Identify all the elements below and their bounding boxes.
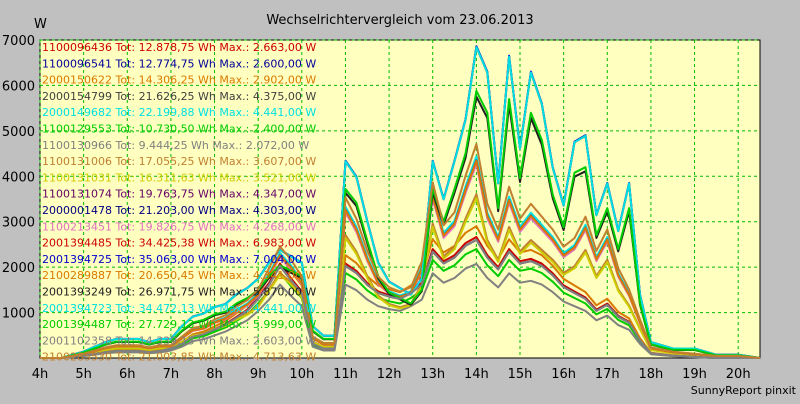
legend-entry-5: 2000149682 Tot: 22.199,88 Wh Max.: 4.441… xyxy=(42,106,316,119)
legend-entry-6: 1100129553 Tot: 10.730,50 Wh Max.: 2.400… xyxy=(42,123,316,136)
series-line-19 xyxy=(40,238,760,359)
y-tick-label: 1000 xyxy=(2,307,35,322)
y-tick-label: 7000 xyxy=(2,34,35,49)
legend: 1100096436 Tot: 12.878,75 Wh Max.: 2.663… xyxy=(42,41,316,364)
legend-entry-3: 2000150622 Tot: 14.306,25 Wh Max.: 2.902… xyxy=(42,74,316,87)
chart-title: Wechselrichtervergleich vom 23.06.2013 xyxy=(266,13,533,28)
y-axis-ticks: 1000 2000 3000 4000 5000 6000 7000 xyxy=(2,34,35,322)
legend-entry-12: 1100213451 Tot: 19.826,75 Wh Max.: 4.268… xyxy=(42,220,316,233)
x-tick-label: 6h xyxy=(119,367,136,382)
x-tick-label: 12h xyxy=(377,367,402,382)
x-tick-label: 13h xyxy=(420,367,445,382)
legend-entry-7: 1100130966 Tot: 9.444,25 Wh Max.: 2.072,… xyxy=(42,139,309,152)
legend-entry-14: 2001394725 Tot: 35.063,00 Wh Max.: 7.004… xyxy=(42,253,316,266)
x-tick-label: 8h xyxy=(206,367,223,382)
legend-entry-2: 1100096541 Tot: 12.774,75 Wh Max.: 2.600… xyxy=(42,57,316,70)
x-axis-ticks: 4h 5h 6h 7h 8h 9h 10h 11h 12h 13h 14h 15h 16h 17h 18h 1… xyxy=(32,367,751,382)
y-tick-label: 2000 xyxy=(2,261,35,276)
x-tick-label: 18h xyxy=(639,367,664,382)
x-tick-label: 10h xyxy=(289,367,314,382)
x-tick-label: 5h xyxy=(75,367,92,382)
legend-entry-8: 1100131006 Tot: 17.055,25 Wh Max.: 3.607… xyxy=(42,155,316,168)
series-line-20 xyxy=(40,142,761,359)
y-tick-label: 4000 xyxy=(2,170,35,185)
y-tick-label: 6000 xyxy=(2,79,35,94)
legend-entry-11: 2000001478 Tot: 21.203,00 Wh Max.: 4.303… xyxy=(42,204,316,217)
legend-entry-16: 2001393249 Tot: 26.971,75 Wh Max.: 5.870… xyxy=(42,286,316,299)
y-tick-label: 5000 xyxy=(2,125,35,140)
series-line-7 xyxy=(40,262,760,359)
legend-entry-18: 2001394487 Tot: 27.729,13 Wh Max.: 5.999… xyxy=(42,318,316,331)
legend-entry-15: 2100289887 Tot: 20.650,45 Wh Max.: 4.341… xyxy=(42,269,316,282)
legend-entry-17: 2001394723 Tot: 34.472,13 Wh Max.: 4.441… xyxy=(42,302,316,315)
y-tick-label: 3000 xyxy=(2,216,35,231)
x-tick-label: 19h xyxy=(682,367,707,382)
series-line-9 xyxy=(40,197,761,359)
legend-entry-4: 2000154799 Tot: 21.626,25 Wh Max.: 4.375… xyxy=(42,90,316,103)
legend-entry-19: 2001102358 Tot: 14.339,13 Wh Max.: 2.603… xyxy=(42,334,316,347)
series-line-17 xyxy=(40,46,761,359)
series-lines xyxy=(40,45,761,359)
x-tick-label: 7h xyxy=(163,367,180,382)
legend-entry-9: 1100131031 Tot: 16.311,63 Wh Max.: 3.521… xyxy=(42,171,316,184)
y-axis-unit: W xyxy=(34,17,47,32)
x-tick-label: 16h xyxy=(551,367,576,382)
footer-credit: SunnyReport pinxit xyxy=(691,384,797,397)
x-tick-label: 9h xyxy=(250,367,267,382)
legend-entry-20: 2100285530 Tot: 21.003,85 Wh Max.: 4.713… xyxy=(42,351,316,364)
legend-entry-10: 1100131074 Tot: 19.763,75 Wh Max.: 4.347… xyxy=(42,188,316,201)
legend-entry-1: 1100096436 Tot: 12.878,75 Wh Max.: 2.663… xyxy=(42,41,316,54)
legend-entry-13: 2001394485 Tot: 34.425,38 Wh Max.: 6.983… xyxy=(42,237,316,250)
series-line-18 xyxy=(40,89,761,359)
x-tick-label: 17h xyxy=(595,367,620,382)
x-tick-label: 11h xyxy=(333,367,358,382)
x-tick-label: 15h xyxy=(508,367,533,382)
x-tick-label: 20h xyxy=(726,367,751,382)
x-tick-label: 4h xyxy=(32,367,49,382)
x-tick-label: 14h xyxy=(464,367,489,382)
